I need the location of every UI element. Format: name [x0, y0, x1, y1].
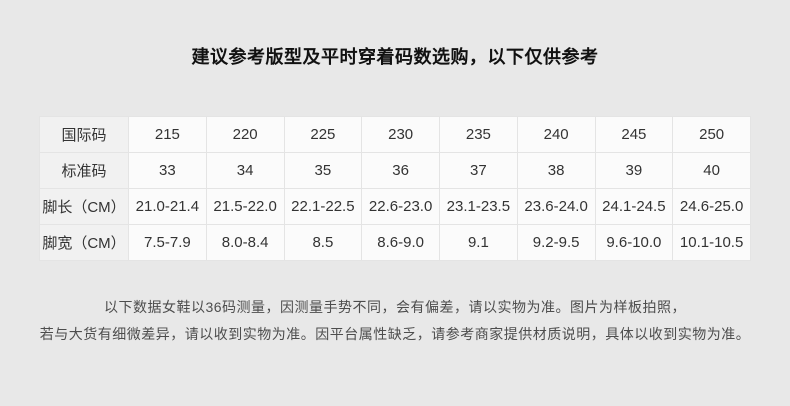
size-cell: 24.6-25.0 — [672, 188, 751, 225]
table-row-international-size: 国际码 215 220 225 230 235 240 245 250 — [39, 116, 751, 153]
size-cell: 230 — [361, 116, 440, 153]
table-row-foot-width-cm: 脚宽（CM） 7.5-7.9 8.0-8.4 8.5 8.6-9.0 9.1 9.2-9.5… — [39, 224, 751, 261]
size-cell: 22.6-23.0 — [361, 188, 440, 225]
size-table: 国际码 215 220 225 230 235 240 245 250 标准码 33 34 35 36 37… — [39, 116, 751, 261]
table-row-foot-length-cm: 脚长（CM） 21.0-21.4 21.5-22.0 22.1-22.5 22.6-23… — [39, 188, 751, 225]
page-title: 建议参考版型及平时穿着码数选购，以下仅供参考 — [191, 47, 599, 67]
size-cell: 9.2-9.5 — [516, 224, 596, 261]
size-cell: 7.5-7.9 — [128, 224, 207, 261]
size-cell: 34 — [205, 152, 285, 189]
size-cell: 21.5-22.0 — [205, 188, 285, 225]
row-label-foot-length-cm: 脚长（CM） — [39, 188, 129, 225]
size-cell: 37 — [439, 152, 518, 189]
size-cell: 215 — [128, 116, 207, 153]
row-label-foot-width-cm: 脚宽（CM） — [39, 224, 129, 261]
table-row-standard-size: 标准码 33 34 35 36 37 38 39 40 — [39, 152, 751, 189]
disclaimer-line-2: 若与大货有细微差异，请以收到实物为准。因平台属性缺乏，请参考商家提供材质说明，具… — [39, 326, 751, 342]
size-cell: 9.1 — [439, 224, 518, 261]
disclaimer-line-1: 以下数据女鞋以36码测量，因测量手势不同，会有偏差，请以实物为准。图片为样板拍照… — [103, 299, 687, 315]
size-cell: 23.1-23.5 — [439, 188, 518, 225]
size-cell: 39 — [594, 152, 674, 189]
size-cell: 21.0-21.4 — [128, 188, 207, 225]
row-label-international-size: 国际码 — [39, 116, 129, 153]
row-label-standard-size: 标准码 — [39, 152, 129, 189]
size-cell: 9.6-10.0 — [594, 224, 674, 261]
size-cell: 10.1-10.5 — [672, 224, 751, 261]
size-table-body: 国际码 215 220 225 230 235 240 245 250 标准码 33 34 35 36 37… — [39, 116, 751, 261]
size-cell: 240 — [516, 116, 596, 153]
size-cell: 8.0-8.4 — [205, 224, 285, 261]
size-cell: 250 — [672, 116, 751, 153]
size-cell: 8.6-9.0 — [361, 224, 440, 261]
size-cell: 235 — [439, 116, 518, 153]
size-cell: 220 — [205, 116, 285, 153]
size-cell: 36 — [361, 152, 440, 189]
size-cell: 24.1-24.5 — [594, 188, 674, 225]
size-cell: 8.5 — [283, 224, 363, 261]
size-cell: 38 — [516, 152, 596, 189]
size-cell: 225 — [283, 116, 363, 153]
size-cell: 40 — [672, 152, 751, 189]
disclaimer: 以下数据女鞋以36码测量，因测量手势不同，会有偏差，请以实物为准。图片为样板拍照… — [20, 294, 770, 348]
size-cell: 33 — [128, 152, 207, 189]
size-cell: 245 — [594, 116, 674, 153]
size-cell: 35 — [283, 152, 363, 189]
size-cell: 23.6-24.0 — [516, 188, 596, 225]
size-cell: 22.1-22.5 — [283, 188, 363, 225]
